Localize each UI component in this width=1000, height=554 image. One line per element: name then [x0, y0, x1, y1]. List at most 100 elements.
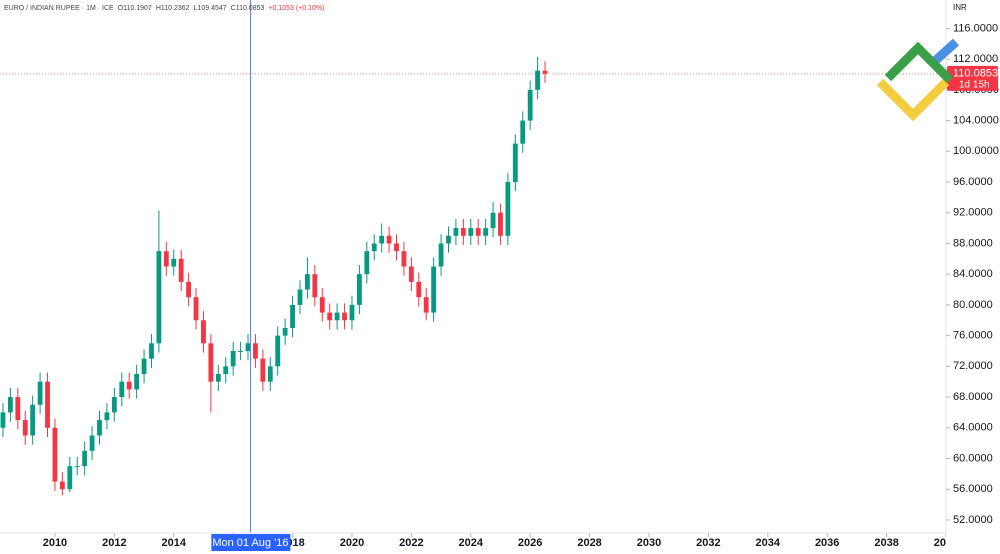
candle-body — [468, 228, 474, 236]
candle-body — [178, 258, 184, 282]
candle-body — [45, 381, 50, 428]
candle-body — [74, 466, 80, 468]
y-tick-label: 88.0000 — [953, 237, 993, 249]
y-tick-label: 56.0000 — [953, 483, 993, 495]
candle-body — [22, 420, 28, 436]
candle-body — [201, 320, 206, 344]
candle-body — [156, 251, 162, 344]
candle-body — [215, 374, 221, 382]
ohlc-label: H110.2362 — [156, 5, 190, 12]
candle-body — [141, 358, 147, 375]
candle-body — [423, 297, 429, 313]
y-tick-label: 100.0000 — [953, 145, 999, 157]
x-tick-label: 2010 — [43, 537, 67, 549]
candle-body — [7, 397, 13, 413]
candle-body — [512, 143, 518, 183]
candle-body — [245, 343, 251, 351]
y-tick-label: 80.0000 — [953, 299, 993, 311]
candle-body — [223, 366, 229, 375]
plot-area: 2010201220142016201820202022202420262028… — [0, 0, 958, 551]
candle-body — [260, 358, 266, 382]
x-tick-label: 2028 — [577, 537, 601, 549]
x-tick-label: 2014 — [162, 537, 187, 549]
candle-body — [483, 228, 489, 236]
candle-body — [379, 235, 385, 244]
y-tick-label: 60.0000 — [953, 452, 993, 464]
candle-body — [460, 228, 466, 236]
candle-body — [208, 343, 214, 382]
logo-chevron-green — [884, 41, 954, 84]
y-axis-label: INR — [953, 3, 967, 12]
ohlc-label: L109.4547 — [194, 5, 227, 12]
candle-body — [431, 266, 437, 313]
candle-body — [97, 420, 102, 436]
y-tick-label: 104.0000 — [953, 114, 999, 126]
candle-body — [0, 412, 6, 428]
candle-body — [364, 251, 370, 275]
candle-body — [371, 243, 377, 252]
logo-chevron-yellow — [876, 78, 950, 122]
candle-body — [304, 274, 310, 290]
ohlc-label: C110.0853 — [231, 5, 265, 12]
candle-body — [186, 281, 192, 298]
candle-body — [238, 350, 243, 352]
countdown-label: 1d 15h — [959, 79, 990, 90]
candle-body — [37, 381, 43, 405]
candle-body — [126, 381, 132, 390]
x-tick-label: 2034 — [756, 537, 781, 549]
y-tick-label: 84.0000 — [953, 268, 993, 280]
candle-body — [498, 212, 503, 236]
candle-body — [408, 266, 414, 282]
candle-body — [275, 335, 281, 367]
candle-body — [319, 297, 325, 313]
x-tick-label: 2026 — [518, 537, 542, 549]
candle-body — [297, 289, 303, 305]
candle-body — [416, 281, 422, 298]
price-axis-panel — [946, 0, 1000, 554]
x-tick-label: 2030 — [637, 537, 661, 549]
candle-body — [312, 274, 318, 298]
candle-body — [290, 304, 295, 328]
candle-body — [282, 327, 288, 336]
x-tick-label: 2022 — [399, 537, 423, 549]
candle-body — [59, 481, 65, 490]
candle-body — [52, 427, 58, 482]
candle-body — [505, 182, 511, 236]
y-tick-label: 76.0000 — [953, 330, 993, 342]
candle-body — [30, 404, 36, 436]
x-tick-label: 2020 — [340, 537, 364, 549]
ohlc-label: O110.1907 — [118, 5, 152, 12]
logo-bar-blue — [932, 38, 960, 64]
candle-body — [542, 70, 548, 74]
y-tick-label: 64.0000 — [953, 422, 993, 434]
candle-body — [446, 235, 451, 244]
x-tick-label: 2038 — [874, 537, 898, 549]
last-price-label: 110.0853 — [953, 68, 998, 80]
candle-body — [134, 374, 140, 390]
candle-body — [438, 243, 444, 267]
candle-body — [67, 466, 73, 490]
y-tick-label: 112.0000 — [953, 53, 998, 65]
candle-body — [356, 274, 362, 305]
header-title: EURO / INDIAN RUPEE · 1M · ICE — [4, 5, 114, 12]
candle-body — [267, 366, 273, 382]
candle-body — [15, 397, 21, 421]
candle-body — [171, 258, 177, 267]
candle-body — [334, 312, 340, 321]
y-tick-label: 92.0000 — [953, 207, 993, 219]
candle-body — [349, 304, 355, 321]
candle-body — [535, 70, 541, 90]
candle-body — [475, 228, 481, 236]
candle-body — [111, 397, 117, 413]
candle-body — [394, 243, 399, 252]
candle-body — [527, 89, 533, 121]
ohlc-label: +0.1053 (+0.10%) — [268, 5, 324, 12]
candle-body — [401, 251, 407, 267]
candle-body — [149, 343, 154, 359]
x-tick-label: 2036 — [815, 537, 839, 549]
y-tick-label: 68.0000 — [953, 391, 993, 403]
x-tick-label: 2032 — [696, 537, 720, 549]
header: EURO / INDIAN RUPEE · 1M · ICE O110.1907 H… — [4, 5, 324, 12]
